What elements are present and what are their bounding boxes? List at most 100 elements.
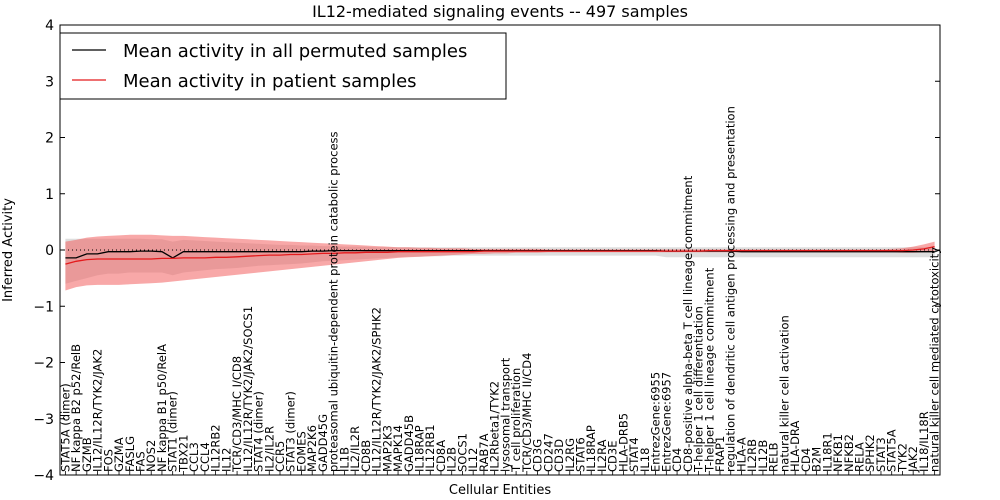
x-tick-label: IL2RB xyxy=(745,439,759,472)
x-tick-label: STAT5A xyxy=(885,429,899,472)
x-tick-label: EOMES xyxy=(294,431,308,472)
legend-label-permuted: Mean activity in all permuted samples xyxy=(123,41,467,62)
y-tick-label: 3 xyxy=(45,74,54,90)
x-tick-label: CD247 xyxy=(541,433,555,472)
x-tick-label: STAT1 (dimer) xyxy=(166,391,180,472)
x-tick-label: CD4 xyxy=(670,448,684,472)
x-tick-label: TBX21 xyxy=(176,435,190,473)
x-tick-label: HLA-DRA xyxy=(788,421,802,472)
x-tick-label: EntrezGene:6957 xyxy=(659,372,673,472)
x-tick-label: T-helper 1 cell lineage commitment xyxy=(702,267,716,473)
x-tick-label: IL18RAP xyxy=(584,425,598,472)
x-tick-label: SOCS1 xyxy=(455,433,469,472)
y-axis: −4 −3 −2 −1 0 1 2 3 4 xyxy=(33,18,940,484)
series-line-1 xyxy=(65,245,935,265)
x-tick-label: TYK2 xyxy=(895,443,909,473)
x-tick-label: MAP2K3 xyxy=(380,425,394,472)
y-tick-label: −4 xyxy=(33,468,54,484)
x-axis-label: Cellular Entities xyxy=(449,483,551,498)
x-tick-label: proteasomal ubiquitin-dependent protein … xyxy=(327,131,341,472)
x-tick-label: CD8B xyxy=(359,440,373,472)
x-tick-label: IL12RB1 xyxy=(423,424,437,472)
x-tick-label: STAT4 xyxy=(627,437,641,472)
category-labels: STAT5A (dimer)NF kappa B2 p52/RelBGZMBIL… xyxy=(58,106,941,473)
x-tick-label: B2M xyxy=(810,447,824,472)
x-tick-label: GZMA xyxy=(112,437,126,472)
x-tick-label: IL12 xyxy=(466,448,480,472)
plot-area xyxy=(60,234,940,291)
x-tick-label: T-helper 1 cell differentiation xyxy=(692,306,706,473)
x-tick-label: IL18 xyxy=(638,448,652,472)
x-tick-label: RELA xyxy=(853,442,867,472)
x-tick-label: IL12RB2 xyxy=(209,424,223,472)
chart-title: IL12-mediated signaling events -- 497 sa… xyxy=(312,2,688,21)
x-tick-label: IL12/IL12R/TYK2/JAK2/SPHK2 xyxy=(370,307,384,472)
x-tick-label: IL2Rbeta1/TYK2 xyxy=(488,381,502,472)
legend: Mean activity in all permuted samples Me… xyxy=(59,32,507,100)
x-tick-label: IL1B xyxy=(337,447,351,472)
y-tick-label: 4 xyxy=(45,18,54,34)
x-tick-label: CD3E xyxy=(606,441,620,472)
x-tick-label: FAS xyxy=(133,451,147,472)
legend-box xyxy=(59,32,507,100)
x-tick-label: JAK2 xyxy=(906,446,920,473)
y-tick-label: −3 xyxy=(33,412,54,428)
x-tick-label: MAP2K6 xyxy=(305,425,319,472)
x-tick-label: natural killer cell mediated cytotoxicit… xyxy=(928,247,942,472)
y-tick-label: 1 xyxy=(45,187,54,203)
x-tick-label: IL18R1 xyxy=(820,432,834,472)
x-tick-label: RAB7A xyxy=(477,433,491,472)
x-tick-label: HLA-A xyxy=(734,437,748,472)
x-tick-label: RELB xyxy=(767,442,781,472)
x-tick-label: STAT5A (dimer) xyxy=(58,383,72,472)
x-tick-label: STAT6 xyxy=(573,437,587,472)
x-tick-label: GADD45B xyxy=(402,415,416,472)
x-tick-label: natural killer cell activation xyxy=(777,315,791,472)
y-tick-label: 0 xyxy=(45,243,54,259)
x-tick-label: GADD45G xyxy=(316,414,330,472)
x-tick-label: STAT3 xyxy=(874,437,888,472)
x-tick-label: TCR/CD3/MHC II/CD4 xyxy=(520,353,534,473)
x-tick-label: IL12/IL12R/TYK2/JAK2/SOCS1 xyxy=(241,306,255,472)
x-tick-label: IL18/IL18R xyxy=(917,411,931,472)
x-tick-label: CCL4 xyxy=(198,442,212,472)
y-tick-label: −1 xyxy=(33,299,54,315)
x-tick-label: CD8A xyxy=(434,440,448,472)
x-tick-label: EntrezGene:6955 xyxy=(649,372,663,472)
x-tick-label: CCL3 xyxy=(187,442,201,472)
x-tick-label: SPHK2 xyxy=(863,434,877,472)
x-tick-label: FOS xyxy=(101,449,115,472)
x-tick-label: NFKB2 xyxy=(842,434,856,472)
x-tick-label: IL2/IL2R xyxy=(348,426,362,472)
x-tick-label: lysosomal transport xyxy=(498,357,512,472)
x-tick-label: HLA-DRB5 xyxy=(616,413,630,472)
x-tick-label: CD8-positive alpha-beta T cell lineage c… xyxy=(681,175,695,472)
x-tick-label: IL12B xyxy=(756,440,770,472)
x-tick-label: CD3D xyxy=(552,439,566,472)
x-tick-label: NF kappa B1 p50/RelA xyxy=(155,344,169,472)
y-tick-label: 2 xyxy=(45,131,54,147)
x-tick-label: CD4 xyxy=(799,448,813,472)
x-tick-label: IL12 xyxy=(219,448,233,472)
x-tick-label: TCR/CD3/MHC I/CD8 xyxy=(230,356,244,473)
x-tick-label: MAPK14 xyxy=(391,425,405,472)
x-tick-label: IL12/IL12R/TYK2/JAK2 xyxy=(91,349,105,472)
x-tick-label: IL2/IL2R xyxy=(262,426,276,472)
x-tick-label: T cell proliferation xyxy=(509,368,523,473)
x-tick-label: NOS2 xyxy=(144,440,158,472)
x-tick-label: IL2RA xyxy=(595,439,609,472)
x-tick-label: IL2RG xyxy=(563,438,577,472)
y-axis-label: Inferred Activity xyxy=(1,198,16,302)
x-tick-label: CCR5 xyxy=(273,441,287,472)
legend-label-patient: Mean activity in patient samples xyxy=(123,71,417,92)
x-tick-label: IL2B xyxy=(445,447,459,472)
x-tick-label: IL18RAP xyxy=(413,425,427,472)
series-band-1 xyxy=(65,234,935,291)
x-tick-label: CD3G xyxy=(531,439,545,472)
x-tick-label: NFKB1 xyxy=(831,434,845,472)
x-tick-label: regulation of dendritic cell antigen pro… xyxy=(724,106,738,472)
x-tick-label: FRAP1 xyxy=(713,436,727,472)
y-tick-label: −2 xyxy=(33,356,54,372)
x-tick-label: FASLG xyxy=(123,436,137,472)
